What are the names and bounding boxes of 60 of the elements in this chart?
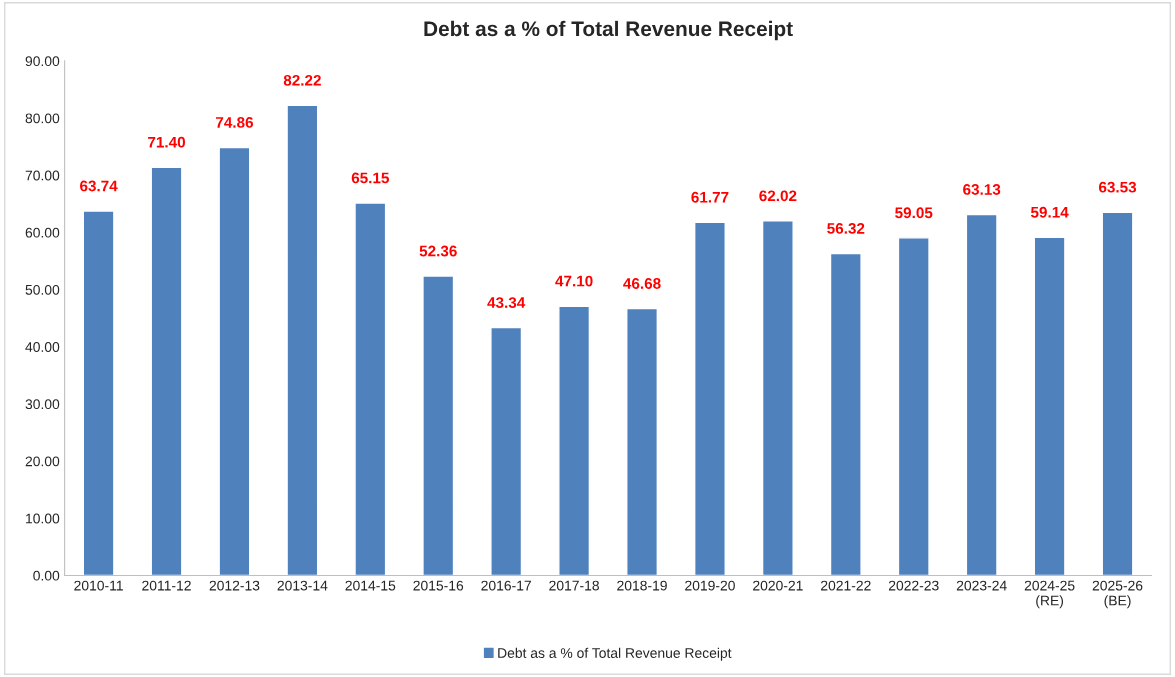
- y-tick-label: 70.00: [25, 170, 60, 181]
- bar: [965, 213, 998, 576]
- data-label: 43.34: [487, 297, 526, 309]
- data-label: 61.77: [691, 191, 729, 203]
- y-tick-label: 30.00: [25, 399, 60, 410]
- x-tick-label: 2010-11: [74, 580, 123, 591]
- x-tick-label: 2015-16: [413, 580, 464, 591]
- bar: [490, 326, 523, 576]
- data-label: 52.36: [419, 245, 457, 257]
- bar: [354, 202, 387, 576]
- bar: [829, 252, 862, 576]
- bar: [693, 221, 726, 576]
- legend-label: Debt as a % of Total Revenue Receipt: [498, 647, 732, 661]
- y-tick-label: 60.00: [25, 227, 60, 238]
- y-tick-label: 10.00: [26, 513, 60, 524]
- data-label: 74.86: [215, 116, 254, 128]
- x-tick-label: 2019-20: [685, 580, 735, 591]
- data-label: 63.53: [1098, 181, 1137, 193]
- x-tick-label: 2016-17: [481, 580, 531, 591]
- y-tick-label: 20.00: [25, 456, 60, 467]
- x-tick-label: 2013-14: [277, 580, 328, 591]
- data-label: 59.05: [895, 207, 933, 219]
- x-tick-label: 2014-15: [345, 580, 396, 591]
- bar: [897, 237, 930, 576]
- chart-title: Debt as a % of Total Revenue Receipt: [424, 20, 793, 41]
- y-tick-label: 40.00: [25, 342, 60, 352]
- bar: [626, 307, 659, 576]
- data-label: 59.14: [1030, 206, 1069, 218]
- x-tick-label: 2020-21: [753, 580, 803, 591]
- data-label: 47.10: [555, 275, 593, 287]
- data-label: 63.13: [963, 184, 1001, 195]
- bar: [82, 210, 115, 576]
- bar: [761, 220, 794, 576]
- y-tick-label: 80.00: [25, 113, 60, 124]
- bar: [150, 166, 183, 576]
- y-tick-label: 90.00: [25, 56, 60, 67]
- data-label: 62.02: [759, 190, 797, 202]
- x-tick-label: 2017-18: [549, 580, 599, 591]
- y-tick-label: 0.00: [33, 570, 60, 581]
- bar: [286, 104, 319, 576]
- x-tick-label: 2011-12: [142, 580, 191, 591]
- data-label: 82.22: [283, 74, 321, 86]
- x-tick-label: 2023-24: [956, 580, 1007, 591]
- x-tick-label: 2024-25 (RE): [1024, 580, 1075, 609]
- x-tick-label: 2018-19: [617, 580, 667, 591]
- data-label: 65.15: [351, 172, 389, 184]
- y-tick-label: 50.00: [25, 284, 60, 295]
- bar: [1101, 211, 1134, 576]
- x-tick-label: 2025-26 (BE): [1092, 580, 1143, 609]
- x-tick-label: 2021-22: [821, 580, 871, 591]
- x-tick-label: 2012-13: [209, 580, 260, 591]
- bar: [558, 305, 591, 576]
- data-label: 71.40: [148, 136, 186, 148]
- data-label: 56.32: [827, 222, 865, 234]
- bar: [422, 275, 455, 576]
- data-label: 46.68: [623, 278, 661, 289]
- data-label: 63.74: [80, 180, 118, 192]
- bar: [218, 146, 251, 576]
- x-tick-label: 2022-23: [888, 580, 939, 591]
- bar: [1033, 236, 1066, 576]
